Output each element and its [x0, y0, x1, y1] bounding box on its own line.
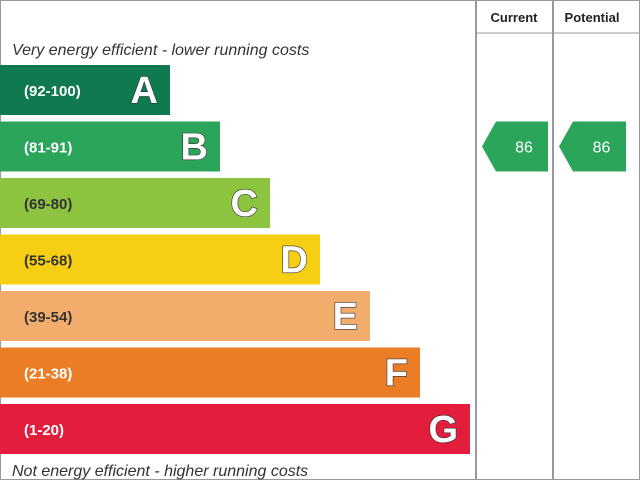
- band-g: (1-20) G: [0, 404, 470, 454]
- band-range-label: (21-38): [24, 366, 72, 383]
- band-b: (81-91) B: [0, 121, 220, 172]
- band-range-label: (69-80): [24, 196, 72, 213]
- band-range-label: (55-68): [24, 253, 72, 270]
- current-arrow-shape: [482, 121, 548, 172]
- bottom-caption: Not energy efficient - higher running co…: [12, 463, 308, 480]
- band-letter: F: [385, 353, 408, 395]
- band-bar: [0, 178, 270, 228]
- band-e: (39-54) E: [0, 291, 370, 341]
- band-letter: D: [281, 240, 308, 282]
- top-caption: Very energy efficient - lower running co…: [12, 42, 309, 59]
- band-letter: B: [181, 127, 208, 169]
- band-letter: A: [131, 70, 158, 112]
- band-bar: [0, 404, 470, 454]
- band-letter: G: [428, 409, 458, 451]
- band-d: (55-68) D: [0, 234, 320, 285]
- band-bar: [0, 121, 220, 172]
- potential-rating-value: 86: [593, 140, 611, 157]
- band-letter: C: [231, 183, 258, 225]
- potential-arrow-shape: [559, 121, 626, 172]
- band-f: (21-38) F: [0, 347, 420, 398]
- band-range-label: (39-54): [24, 309, 72, 326]
- band-bar: [0, 291, 370, 341]
- current-column-header: Current: [491, 10, 539, 25]
- band-letter: E: [333, 296, 358, 338]
- current-rating-value: 86: [515, 140, 533, 157]
- current-rating-arrow: 86: [482, 121, 548, 172]
- band-c: (69-80) C: [0, 178, 270, 228]
- band-range-label: (81-91): [24, 140, 72, 157]
- band-range-label: (1-20): [24, 422, 64, 439]
- band-bar: [0, 347, 420, 398]
- band-a: (92-100) A: [0, 65, 170, 115]
- band-range-label: (92-100): [24, 83, 81, 100]
- band-bar: [0, 65, 170, 115]
- potential-rating-arrow: 86: [559, 121, 626, 172]
- potential-column-header: Potential: [565, 10, 620, 25]
- band-bar: [0, 234, 320, 285]
- rating-bands: (92-100) A (81-91) B (69-80) C (55-68) D (39-54)…: [0, 65, 470, 454]
- rating-arrows: 86 86: [482, 121, 626, 172]
